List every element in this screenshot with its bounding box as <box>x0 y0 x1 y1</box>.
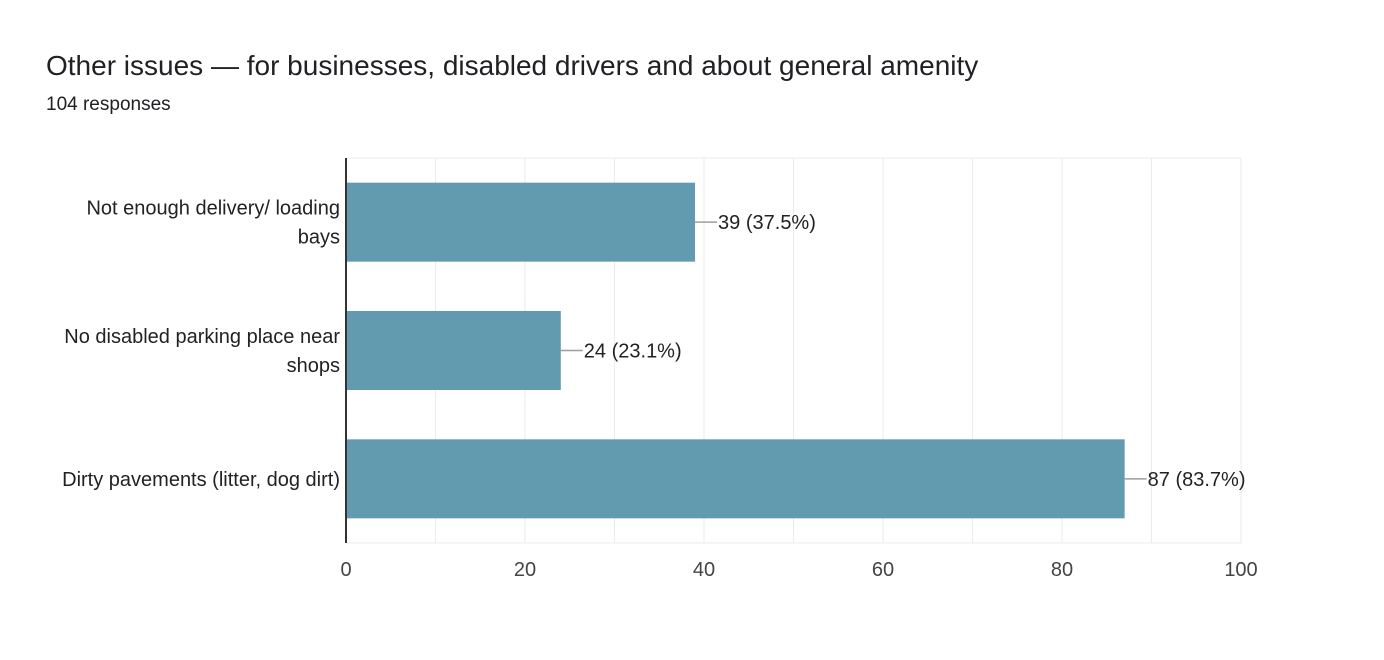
response-count: 104 responses <box>46 94 171 115</box>
x-tick-label: 0 <box>340 559 351 581</box>
value-label: 39 (37.5%) <box>718 212 816 234</box>
category-label: shops <box>287 355 340 377</box>
value-label: 24 (23.1%) <box>584 341 682 363</box>
x-tick-label: 40 <box>693 559 715 581</box>
category-label: Dirty pavements (litter, dog dirt) <box>62 469 340 491</box>
chart-title: Other issues — for businesses, disabled … <box>46 50 979 81</box>
bar[interactable] <box>346 311 561 390</box>
x-tick-label: 100 <box>1224 559 1257 581</box>
bar[interactable] <box>346 182 696 262</box>
category-label: bays <box>298 227 340 249</box>
category-label: No disabled parking place near <box>64 326 340 348</box>
category-label: Not enough delivery/ loading <box>86 198 340 220</box>
bar[interactable] <box>346 439 1125 519</box>
x-tick-label: 20 <box>514 559 536 581</box>
x-tick-label: 80 <box>1051 559 1073 581</box>
x-tick-label: 60 <box>872 559 894 581</box>
value-label: 87 (83.7%) <box>1148 469 1246 491</box>
